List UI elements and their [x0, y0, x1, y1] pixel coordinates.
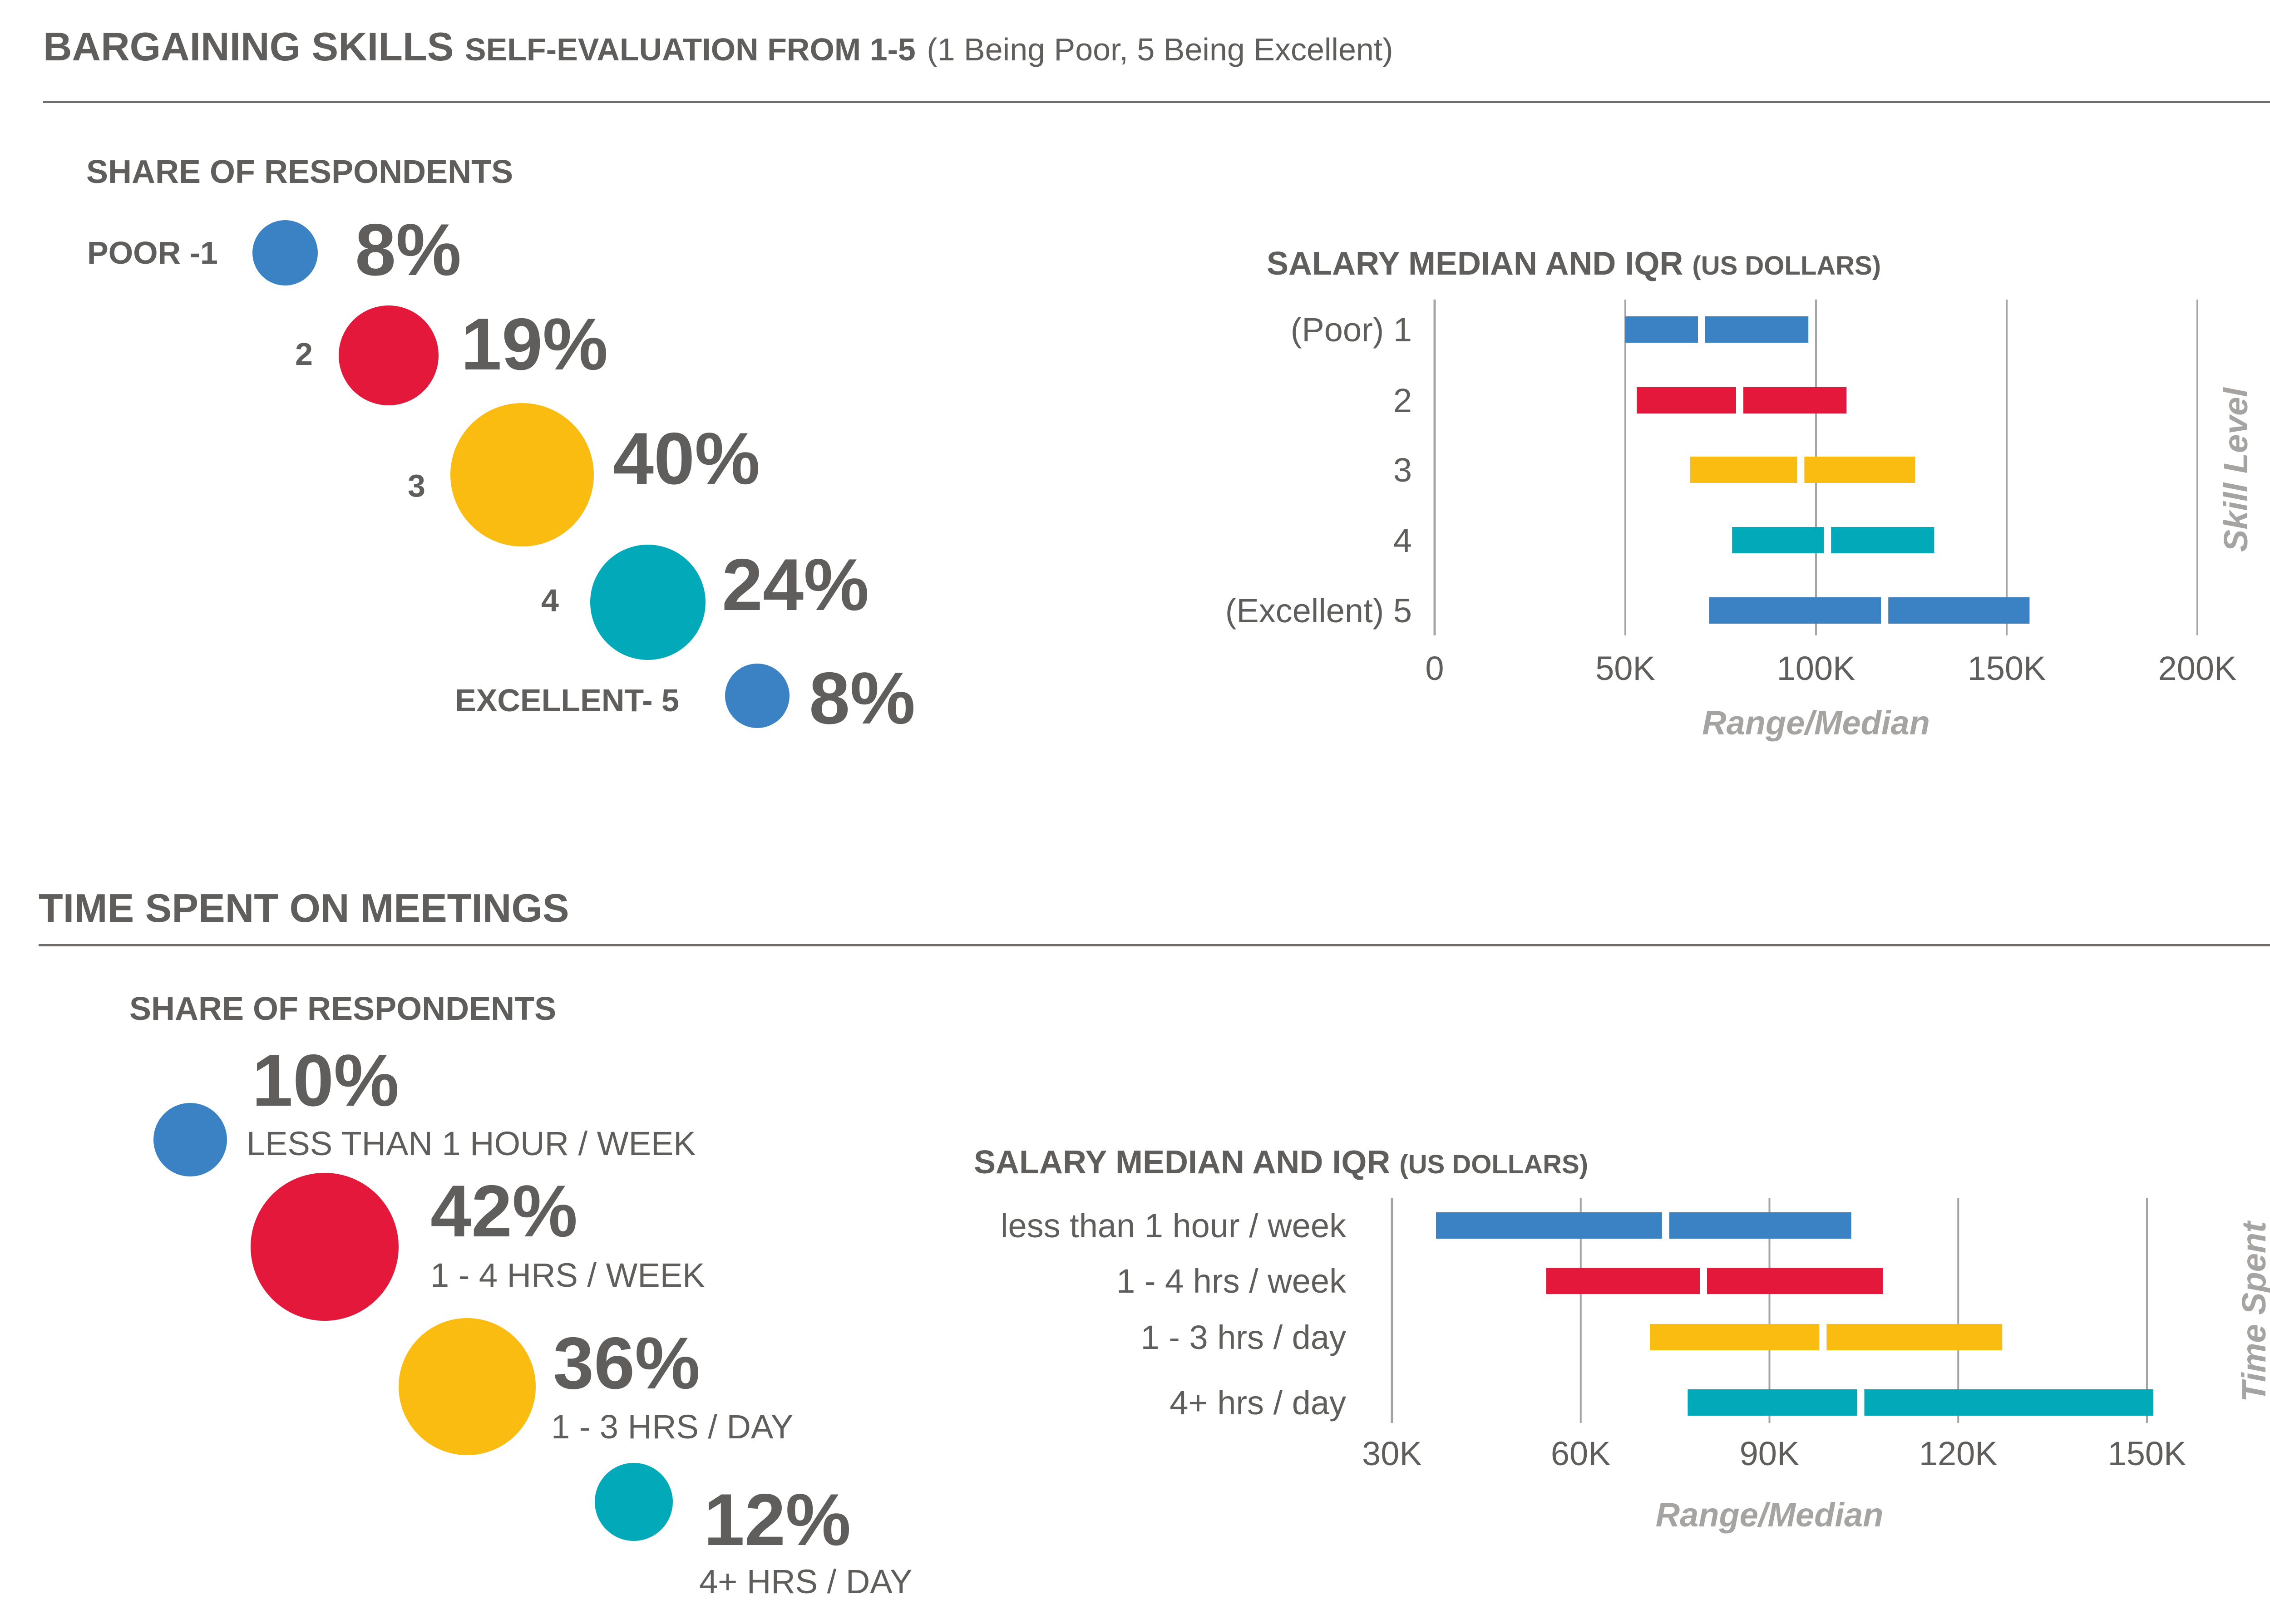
- chart2-category-label: less than 1 hour / week: [1001, 1207, 1347, 1245]
- chart2-iqr-bar-upper: [1826, 1324, 2003, 1350]
- chart1-iqr-bar-lower: [1637, 387, 1736, 413]
- bargaining-bubble: [590, 545, 706, 660]
- chart1-iqr-bar-lower: [1625, 316, 1698, 343]
- chart1-tick-label: 0: [1425, 650, 1444, 687]
- chart2-category-label: 1 - 4 hrs / week: [1116, 1262, 1347, 1300]
- chart2-tick-label: 120K: [1919, 1435, 1998, 1472]
- bargaining-bubble: [339, 305, 439, 405]
- chart1-category-label: 3: [1393, 451, 1412, 489]
- bargaining-chart-title-unit: (US DOLLARS): [1692, 251, 1881, 281]
- meetings-salary-chart: 30K 60K 90K 120K 150K less than 1 hour / week…: [1001, 1198, 2270, 1534]
- chart2-tick-label: 150K: [2108, 1435, 2186, 1472]
- chart2-y-axis-title: Time Spent: [2235, 1220, 2270, 1402]
- bargaining-salary-chart: 0 50K 100K 150K 200K (Poor) 1 2 3 4 (Excellent) 5…: [1225, 300, 2255, 742]
- chart2-tick-label: 60K: [1551, 1435, 1611, 1472]
- bargaining-bubble: [725, 664, 790, 728]
- chart1-x-axis-title: Range/Median: [1702, 704, 1930, 742]
- chart2-category-label: 4+ hrs / day: [1170, 1384, 1346, 1422]
- meetings-share-label: SHARE OF RESPONDENTS: [129, 991, 557, 1027]
- bargaining-bubble: [450, 403, 594, 546]
- meetings-share-caption: LESS THAN 1 HOUR / WEEK: [247, 1125, 696, 1162]
- chart1-iqr-bar-upper: [1743, 387, 1847, 413]
- chart1-iqr-bar-upper: [1804, 457, 1915, 483]
- bargaining-chart-title: SALARY MEDIAN AND IQR (US DOLLARS): [1267, 245, 1881, 282]
- chart2-iqr-bar-upper: [1707, 1268, 1883, 1294]
- chart1-tick-label: 150K: [1968, 650, 2046, 687]
- chart1-iqr-bar-lower: [1709, 597, 1881, 624]
- bargaining-level-label: POOR -1: [87, 235, 218, 271]
- bargaining-share-label: SHARE OF RESPONDENTS: [86, 154, 513, 190]
- bargaining-share-value: 8%: [809, 657, 916, 739]
- bargaining-level-label: EXCELLENT- 5: [455, 683, 679, 718]
- chart1-iqr-bar-lower: [1732, 527, 1824, 553]
- chart2-iqr-bar-lower: [1688, 1389, 1857, 1416]
- bargaining-level-label: 4: [541, 583, 559, 618]
- chart2-iqr-bar-upper: [1669, 1212, 1851, 1239]
- bargaining-bubble: [252, 220, 318, 285]
- chart1-tick-label: 50K: [1595, 650, 1655, 687]
- bargaining-title-note: (1 Being Poor, 5 Being Excellent): [927, 32, 1393, 67]
- chart2-iqr-bar-lower: [1436, 1212, 1662, 1239]
- meetings-share-value: 36%: [553, 1322, 701, 1404]
- meetings-divider: [39, 944, 2270, 946]
- meetings-share-caption: 1 - 4 HRS / WEEK: [430, 1256, 705, 1294]
- chart1-iqr-bar-upper: [1831, 527, 1934, 553]
- meetings-bubble: [595, 1463, 673, 1541]
- meetings-bubble: [251, 1173, 399, 1321]
- bargaining-share-value: 8%: [355, 209, 462, 291]
- chart1-category-label: 2: [1393, 382, 1412, 419]
- meetings-bubble: [399, 1318, 536, 1455]
- chart1-y-axis-title: Skill Level: [2217, 387, 2255, 552]
- bargaining-section-title: BARGAINING SKILLS SELF-EVALUATION FROM 1…: [43, 24, 1393, 70]
- bargaining-title-main: BARGAINING SKILLS: [43, 24, 454, 69]
- chart2-category-label: 1 - 3 hrs / day: [1141, 1319, 1346, 1356]
- bargaining-share-value: 24%: [722, 544, 869, 626]
- meetings-share-caption: 1 - 3 HRS / DAY: [551, 1408, 794, 1446]
- bargaining-divider: [43, 101, 2270, 103]
- chart1-tick-label: 200K: [2158, 650, 2237, 687]
- meetings-share-caption: 4+ HRS / DAY: [699, 1563, 913, 1600]
- meetings-share-value: 42%: [430, 1170, 578, 1252]
- meetings-chart-title-main: SALARY MEDIAN AND IQR: [974, 1144, 1391, 1181]
- chart1-category-label: 4: [1393, 522, 1412, 559]
- chart1-iqr-bar-lower: [1690, 457, 1797, 483]
- chart2-tick-label: 30K: [1362, 1435, 1422, 1472]
- meetings-share-value: 12%: [704, 1479, 851, 1561]
- meetings-section-title: TIME SPENT ON MEETINGS: [39, 886, 569, 930]
- bargaining-chart-title-main: SALARY MEDIAN AND IQR: [1267, 246, 1683, 282]
- bargaining-level-label: 3: [408, 468, 425, 503]
- chart2-tick-label: 90K: [1740, 1435, 1800, 1472]
- chart1-category-label: (Excellent) 5: [1225, 592, 1412, 630]
- chart2-iqr-bar-lower: [1546, 1268, 1700, 1294]
- bargaining-level-label: 2: [295, 336, 313, 372]
- chart1-tick-label: 100K: [1777, 650, 1855, 687]
- bargaining-title-sub: SELF-EVALUATION FROM 1-5: [464, 32, 916, 67]
- chart1-iqr-bar-upper: [1888, 597, 2030, 624]
- bargaining-share-value: 19%: [461, 303, 608, 385]
- chart2-x-axis-title: Range/Median: [1656, 1496, 1884, 1534]
- meetings-chart-title: SALARY MEDIAN AND IQR (US DOLLARS): [974, 1144, 1588, 1181]
- meetings-share-value: 10%: [252, 1039, 400, 1122]
- meetings-bubble: [153, 1103, 227, 1176]
- meetings-chart-title-unit: (US DOLLARS): [1399, 1150, 1589, 1179]
- chart2-iqr-bar-upper: [1864, 1389, 2153, 1416]
- chart2-iqr-bar-lower: [1650, 1324, 1820, 1350]
- bargaining-share-value: 40%: [613, 418, 760, 500]
- chart1-category-label: (Poor) 1: [1291, 311, 1412, 349]
- chart1-iqr-bar-upper: [1705, 316, 1809, 343]
